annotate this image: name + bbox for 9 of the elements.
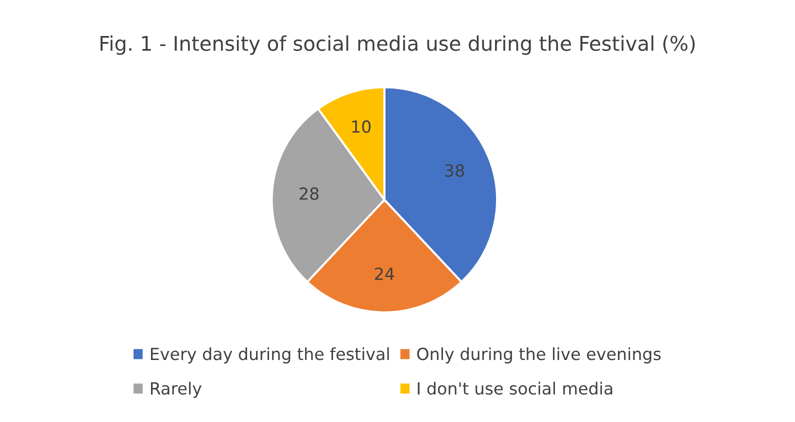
legend-label: Only during the live evenings (417, 347, 661, 364)
chart-title: Fig. 1 - Intensity of social media use during the Festival (%) (100, 35, 695, 55)
legend-label: I don't use social media (418, 382, 612, 395)
data-label: 28 (300, 187, 319, 200)
legend-label: Rarely (151, 382, 202, 398)
data-label: 24 (375, 268, 394, 280)
data-label: 38 (445, 164, 464, 177)
legend-label: Every day during the festival (151, 347, 389, 364)
data-label: 10 (352, 120, 371, 133)
